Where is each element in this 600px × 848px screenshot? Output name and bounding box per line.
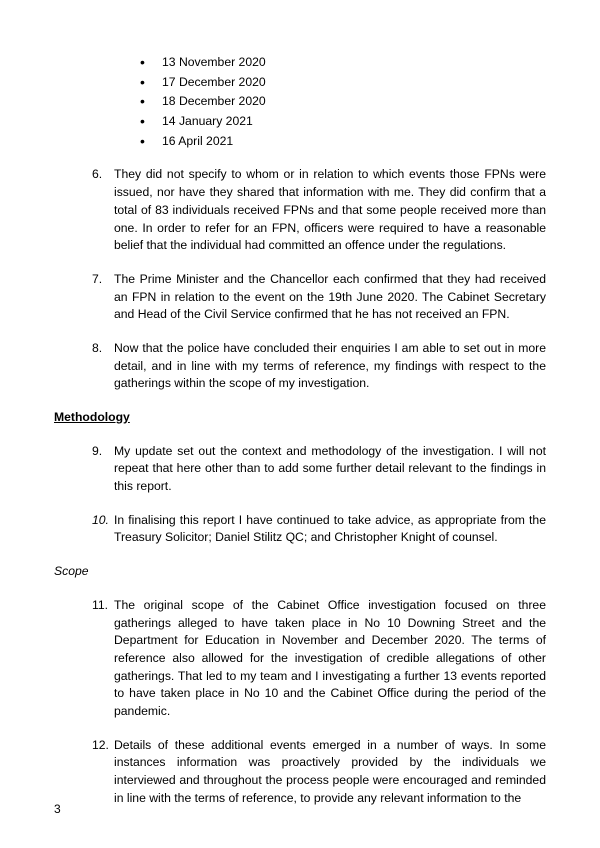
para-body: The original scope of the Cabinet Office…	[114, 597, 546, 721]
para-number: 11.	[92, 597, 114, 721]
list-item: 13 November 2020	[140, 54, 546, 72]
para-body: Details of these additional events emerg…	[114, 737, 546, 808]
paragraph-6: 6. They did not specify to whom or in re…	[54, 166, 546, 254]
date-text: 13 November 2020	[162, 55, 266, 69]
page-number: 3	[54, 801, 61, 818]
date-text: 18 December 2020	[162, 94, 266, 108]
list-item: 14 January 2021	[140, 113, 546, 131]
paragraph-8: 8. Now that the police have concluded th…	[54, 340, 546, 393]
para-number: 7.	[92, 271, 114, 324]
para-number: 8.	[92, 340, 114, 393]
paragraph-11: 11. The original scope of the Cabinet Of…	[54, 597, 546, 721]
para-body: In finalising this report I have continu…	[114, 512, 546, 547]
para-number: 10.	[92, 512, 114, 547]
para-body: My update set out the context and method…	[114, 443, 546, 496]
para-number: 12.	[92, 737, 114, 808]
date-text: 17 December 2020	[162, 75, 266, 89]
paragraph-9: 9. My update set out the context and met…	[54, 443, 546, 496]
para-number: 9.	[92, 443, 114, 496]
paragraph-7: 7. The Prime Minister and the Chancellor…	[54, 271, 546, 324]
para-body: They did not specify to whom or in relat…	[114, 166, 546, 254]
date-text: 14 January 2021	[162, 114, 253, 128]
para-number: 6.	[92, 166, 114, 254]
list-item: 16 April 2021	[140, 133, 546, 151]
para-body: The Prime Minister and the Chancellor ea…	[114, 271, 546, 324]
paragraph-12: 12. Details of these additional events e…	[54, 737, 546, 808]
methodology-heading: Methodology	[54, 409, 546, 427]
date-text: 16 April 2021	[162, 134, 233, 148]
list-item: 17 December 2020	[140, 74, 546, 92]
paragraph-10: 10. In finalising this report I have con…	[54, 512, 546, 547]
list-item: 18 December 2020	[140, 93, 546, 111]
scope-subheading: Scope	[54, 563, 546, 581]
event-dates-list: 13 November 2020 17 December 2020 18 Dec…	[140, 54, 546, 150]
para-body: Now that the police have concluded their…	[114, 340, 546, 393]
